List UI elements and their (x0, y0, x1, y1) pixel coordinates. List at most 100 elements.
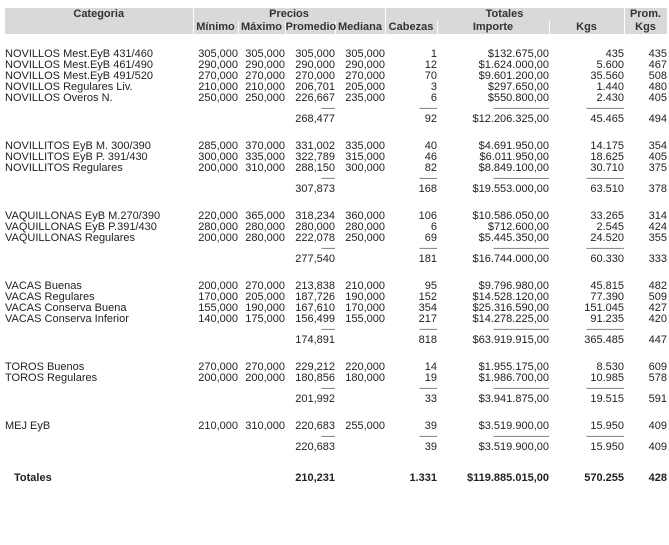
subtotal-row: 307,873 168 $19.553.000,00 63.510 378 (5, 182, 667, 196)
subtotal-row: 201,992 33 $3.941.875,00 19.515 591 (5, 392, 667, 406)
empty-cell (5, 182, 193, 196)
empty-cell (193, 440, 238, 454)
row-promedio: 187,726 (295, 292, 335, 303)
header-prom-kgs: Kgs (624, 21, 668, 34)
empty-cell (193, 244, 238, 252)
row-category: TOROS Regulares (5, 373, 98, 384)
empty-cell (193, 252, 238, 266)
empty-cell (385, 126, 437, 141)
empty-cell (624, 244, 667, 252)
empty-cell (238, 469, 285, 487)
row-cabezas: 152 (418, 292, 437, 303)
row-mediana: 280,000 (345, 222, 385, 233)
totals-promedio: 210,231 (295, 472, 335, 484)
row-mediana: 170,000 (345, 303, 385, 314)
row-maximo: 200,000 (245, 373, 285, 384)
empty-cell (549, 454, 624, 469)
header-minimo: Mínimo (193, 21, 239, 34)
row-cabezas: 95 (424, 281, 437, 292)
row-kgs: 2.545 (596, 222, 625, 233)
totals-label: Totales (14, 472, 52, 484)
subtotal-prom-kgs: 591 (648, 393, 668, 405)
empty-cell (624, 104, 667, 112)
empty-cell (193, 333, 238, 347)
row-minimo: 210,000 (198, 421, 238, 432)
header-importe: Importe (437, 21, 550, 34)
empty-cell (5, 196, 193, 211)
row-importe: $5.445.350,00 (478, 233, 549, 244)
row-maximo: 280,000 (245, 222, 285, 233)
table-row: NOVILLOS Regulares Liv. 210,000 210,000 206… (5, 82, 667, 93)
empty-cell (193, 469, 238, 487)
subtotal-prom-kgs: 378 (648, 183, 668, 195)
row-prom-kgs: 355 (648, 233, 668, 244)
empty-cell (437, 347, 549, 362)
row-maximo: 310,000 (245, 421, 285, 432)
spacer-row (5, 454, 667, 469)
table-row: VACAS Conserva Buena 155,000 190,000 167,61… (5, 303, 667, 314)
empty-cell (624, 454, 667, 469)
empty-cell (5, 174, 193, 182)
subtotal-kgs: 15.950 (590, 441, 625, 453)
empty-cell (624, 174, 667, 182)
subtotal-cabezas: 181 (418, 253, 437, 265)
subtotal-importe: $16.744.000,00 (472, 253, 549, 265)
empty-cell (624, 266, 667, 281)
header-row-top: Categoria Precios Totales Prom. (5, 8, 668, 21)
table-row: TOROS Regulares 200,000 200,000 180,856 180,… (5, 373, 667, 384)
row-maximo: 370,000 (245, 141, 285, 152)
row-category: VAQUILLONAS Regulares (5, 233, 136, 244)
dash-cabezas: --------- (419, 325, 437, 333)
totals-cabezas: 1.331 (409, 472, 437, 484)
spacer-row (5, 196, 667, 211)
row-promedio: 167,610 (295, 303, 335, 314)
row-cabezas: 354 (418, 303, 437, 314)
empty-cell (5, 252, 193, 266)
table-row: TOROS Buenos 270,000 270,000 229,212 220,000… (5, 362, 667, 373)
dash-kgs: ------------------- (586, 432, 625, 440)
empty-cell (238, 126, 285, 141)
row-mediana: 270,000 (345, 71, 385, 82)
row-prom-kgs: 427 (648, 303, 668, 314)
row-importe: $10.586.050,00 (472, 211, 549, 222)
row-cabezas: 217 (418, 314, 437, 325)
subtotal-importe: $63.919.915,00 (472, 334, 549, 346)
subtotal-cabezas: 33 (424, 393, 437, 405)
empty-cell (193, 104, 238, 112)
header-maximo: Máximo (238, 21, 286, 34)
empty-cell (285, 126, 335, 141)
subtotal-kgs: 365.485 (584, 334, 625, 346)
row-promedio: 288,150 (295, 163, 335, 174)
row-mediana: 290,000 (345, 60, 385, 71)
dash-cabezas: --------- (419, 174, 437, 182)
empty-cell (549, 406, 624, 421)
row-maximo: 310,000 (245, 163, 285, 174)
row-kgs: 435 (605, 49, 625, 60)
empty-cell (193, 347, 238, 362)
subtotal-promedio: 220,683 (295, 441, 335, 453)
subtotal-promedio: 174,891 (295, 334, 335, 346)
row-mediana: 335,000 (345, 141, 385, 152)
row-kgs: 2.430 (596, 93, 625, 104)
row-cabezas: 19 (424, 373, 437, 384)
empty-cell (238, 266, 285, 281)
header-totales: Totales (385, 8, 625, 21)
row-kgs: 14.175 (590, 141, 625, 152)
row-importe: $1.955.175,00 (478, 362, 549, 373)
row-promedio: 318,234 (295, 211, 335, 222)
empty-cell (5, 406, 193, 421)
empty-cell (335, 266, 385, 281)
row-maximo: 270,000 (245, 71, 285, 82)
row-maximo: 365,000 (245, 211, 285, 222)
row-category: NOVILLOS Mest.EyB 431/460 (5, 49, 153, 60)
subtotal-promedio: 201,992 (295, 393, 335, 405)
row-minimo: 170,000 (198, 292, 238, 303)
empty-cell (385, 454, 437, 469)
row-minimo: 280,000 (198, 222, 238, 233)
separator-row: ------- --------- ------------------------… (5, 384, 667, 392)
dash-kgs: ------------------- (586, 104, 625, 112)
empty-cell (437, 126, 549, 141)
row-maximo: 175,000 (245, 314, 285, 325)
header-kgs: Kgs (549, 21, 625, 34)
row-kgs: 1.440 (596, 82, 625, 93)
